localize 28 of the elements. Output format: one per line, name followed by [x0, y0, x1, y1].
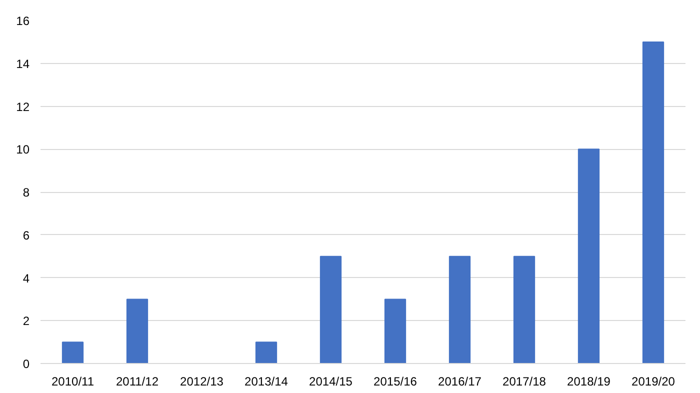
y-tick-label: 2 — [22, 314, 30, 328]
y-tick-label: 14 — [16, 56, 30, 71]
x-tick-label: 2015/16 — [374, 374, 418, 388]
x-tick-label: 2014/15 — [309, 374, 353, 388]
y-tick-label: 8 — [22, 186, 30, 200]
bar — [642, 41, 664, 364]
bar — [513, 256, 536, 364]
y-tick-label: 0 — [22, 357, 30, 371]
bar — [448, 256, 471, 364]
y-tick-label: 6 — [22, 228, 30, 242]
x-tick-label: 2018/19 — [567, 374, 611, 388]
x-tick-label: 2019/20 — [632, 374, 676, 388]
x-tick-label: 2017/18 — [502, 374, 546, 388]
x-tick-label: 2013/14 — [244, 374, 288, 388]
y-tick-label: 12 — [16, 100, 30, 114]
y-tick-label: 4 — [22, 271, 30, 286]
x-tick-label: 2016/17 — [438, 374, 482, 388]
bar — [255, 342, 278, 364]
y-tick-label: 10 — [16, 142, 30, 157]
bar — [62, 342, 84, 364]
bar — [126, 298, 148, 364]
bar — [578, 148, 600, 364]
x-tick-label: 2011/12 — [116, 374, 159, 388]
y-tick-label: 16 — [16, 14, 30, 28]
x-tick-label: 2012/13 — [180, 374, 224, 388]
bar — [320, 256, 342, 364]
bar — [384, 298, 406, 364]
x-tick-label: 2010/11 — [52, 374, 94, 388]
